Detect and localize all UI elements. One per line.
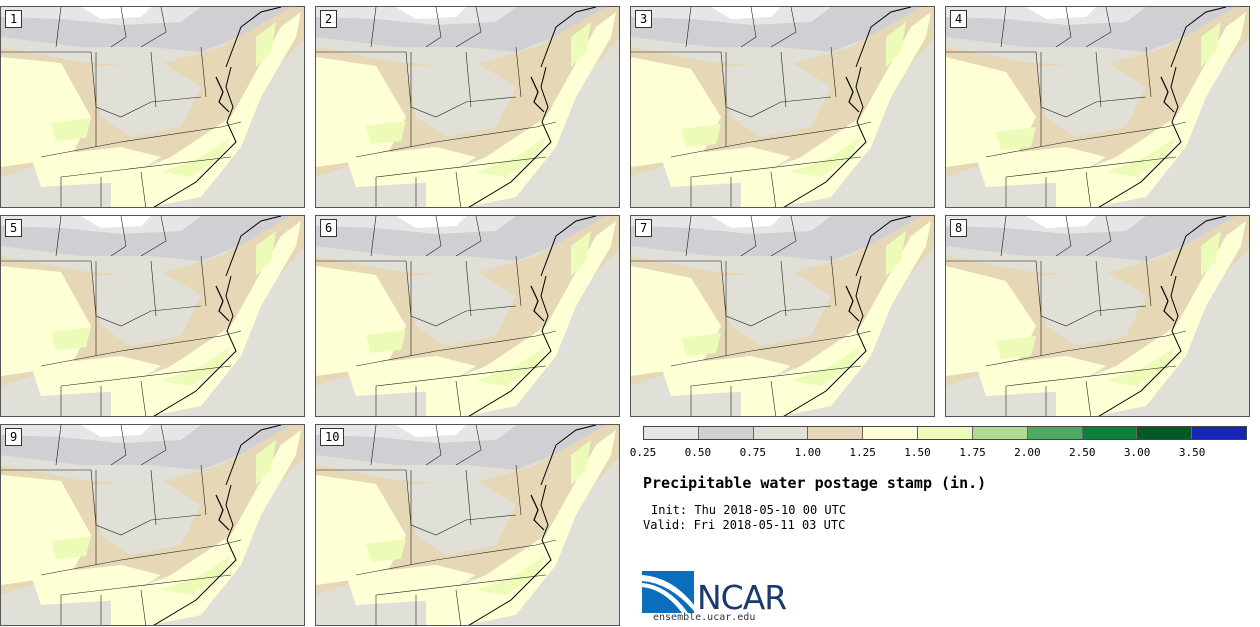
colorbar-tick-label: 1.75 bbox=[959, 446, 986, 459]
panel-label: 2 bbox=[320, 10, 338, 28]
colorbar bbox=[643, 426, 1247, 440]
panel-label: 9 bbox=[5, 428, 23, 446]
colorbar-swatch bbox=[918, 427, 973, 439]
map-image bbox=[1, 425, 304, 625]
stamp-panel-5: 5 bbox=[0, 215, 305, 417]
panel-label: 10 bbox=[320, 428, 345, 446]
colorbar-tick-label: 0.50 bbox=[684, 446, 712, 459]
stamp-panel-10: 10 bbox=[315, 424, 620, 626]
panel-label: 3 bbox=[635, 10, 653, 28]
colorbar-swatch bbox=[753, 427, 809, 439]
map-image bbox=[316, 7, 619, 207]
colorbar-tick-label: 0.75 bbox=[739, 446, 767, 459]
panel-label: 7 bbox=[635, 219, 653, 237]
map-image bbox=[1, 7, 304, 207]
map-image bbox=[631, 7, 934, 207]
panel-label: 5 bbox=[5, 219, 23, 237]
colorbar-tick-label: 1.25 bbox=[849, 446, 876, 459]
colorbar-tick-label: 0.25 bbox=[629, 446, 657, 459]
ncar-url: ensemble.ucar.edu bbox=[653, 612, 756, 623]
stamp-panel-2: 2 bbox=[315, 6, 620, 208]
panel-label: 1 bbox=[5, 10, 23, 28]
colorbar-swatch bbox=[1027, 427, 1083, 439]
stamp-panel-1: 1 bbox=[0, 6, 305, 208]
panel-label: 8 bbox=[950, 219, 968, 237]
colorbar-tick-label: 1.50 bbox=[904, 446, 931, 459]
stamp-panel-3: 3 bbox=[630, 6, 935, 208]
colorbar-swatch bbox=[1082, 427, 1138, 439]
stamp-panel-6: 6 bbox=[315, 215, 620, 417]
colorbar-tick-label: 1.00 bbox=[794, 446, 821, 459]
stamp-panel-9: 9 bbox=[0, 424, 305, 626]
colorbar-swatch bbox=[808, 427, 864, 439]
map-image bbox=[316, 216, 619, 416]
colorbar-swatch bbox=[644, 427, 699, 439]
colorbar-tick-label: 2.00 bbox=[1014, 446, 1041, 459]
panel-label: 4 bbox=[950, 10, 968, 28]
colorbar-tick-label: 3.00 bbox=[1123, 446, 1151, 459]
colorbar-swatch bbox=[972, 427, 1028, 439]
map-image bbox=[631, 216, 934, 416]
colorbar-swatch bbox=[698, 427, 754, 439]
colorbar-tick-label: 3.50 bbox=[1178, 446, 1206, 459]
ncar-logo-icon bbox=[642, 571, 694, 613]
map-image bbox=[946, 7, 1249, 207]
stamp-panel-8: 8 bbox=[945, 215, 1250, 417]
init-time: Init: Thu 2018-05-10 00 UTC bbox=[651, 503, 847, 517]
colorbar-swatch bbox=[1137, 427, 1193, 439]
colorbar-swatch bbox=[863, 427, 919, 439]
stamp-panel-4: 4 bbox=[945, 6, 1250, 208]
page-title: Precipitable water postage stamp (in.) bbox=[643, 474, 987, 492]
ncar-logo-text: NCAR bbox=[697, 578, 787, 617]
colorbar-swatch bbox=[1192, 427, 1246, 439]
map-image bbox=[316, 425, 619, 625]
colorbar-tick-label: 2.50 bbox=[1069, 446, 1096, 459]
map-image bbox=[1, 216, 304, 416]
valid-time: Valid: Fri 2018-05-11 03 UTC bbox=[643, 518, 846, 532]
map-image bbox=[946, 216, 1249, 416]
panel-label: 6 bbox=[320, 219, 338, 237]
stamp-panel-7: 7 bbox=[630, 215, 935, 417]
